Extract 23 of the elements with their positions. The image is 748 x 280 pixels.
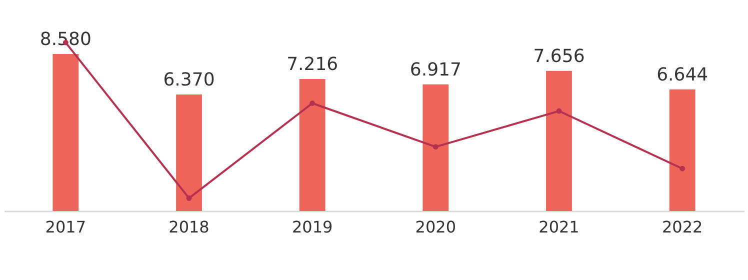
bar <box>52 54 79 211</box>
data-label: 6.644 <box>656 64 708 86</box>
bar <box>546 70 572 211</box>
x-tick-label: 2018 <box>168 218 210 236</box>
data-label: 7.216 <box>286 54 338 75</box>
data-label: 7.656 <box>533 46 585 67</box>
data-label: 6.917 <box>410 59 462 80</box>
x-tick-label: 2019 <box>292 218 333 236</box>
bar <box>422 84 449 211</box>
point <box>310 100 316 106</box>
point <box>680 166 686 172</box>
bar <box>299 78 326 211</box>
bar <box>176 94 202 211</box>
x-tick-label: 2021 <box>538 218 580 236</box>
x-tick-label: 2017 <box>45 218 86 236</box>
data-label: 6.370 <box>163 69 215 90</box>
point <box>556 108 562 114</box>
point <box>186 195 192 201</box>
x-tick-label: 2020 <box>415 218 456 236</box>
data-label: 8.580 <box>40 29 92 50</box>
bar <box>669 89 696 211</box>
x-tick-label: 2022 <box>662 218 703 236</box>
point <box>432 144 438 150</box>
